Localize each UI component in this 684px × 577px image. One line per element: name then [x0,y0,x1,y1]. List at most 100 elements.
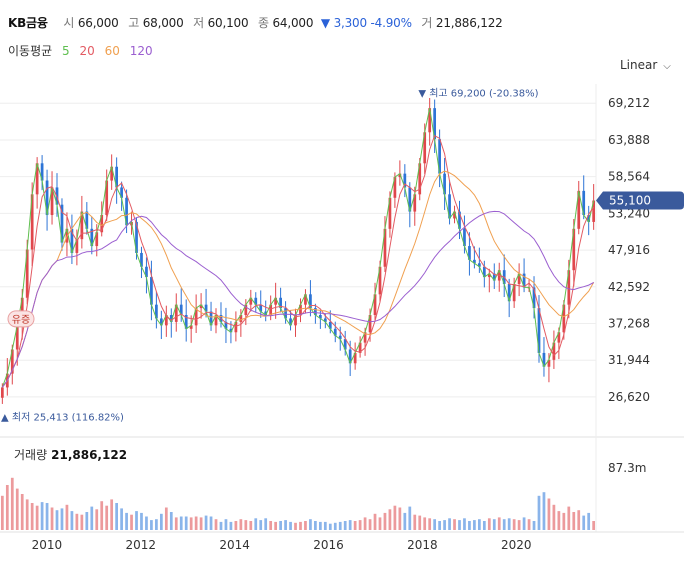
candle [478,263,481,267]
volume-bar [110,499,114,530]
volume-bar [60,508,64,530]
chevron-down-icon: ⌵ [663,61,671,72]
y-tick-label: 37,268 [608,317,650,331]
candle [542,352,546,367]
volume-panel-label: 거래량 21,886,122 [14,446,127,463]
candle [155,304,158,319]
candle [120,187,123,198]
volume-bar [15,488,19,530]
volume-panel-title: 거래량 [14,448,48,462]
candle [50,187,54,216]
candle [284,308,287,319]
volume-bar [378,517,382,530]
volume-bar [219,521,223,530]
candle [304,294,307,305]
ma-legend: 이동평균 5 20 60 120 [8,42,159,59]
volume-bar [318,521,322,530]
candle [428,108,432,133]
candle [274,297,278,305]
ma20-legend[interactable]: 20 [79,44,95,58]
low-marker-label: ▲ 최저 25,413 (116.82%) [1,411,124,423]
candle [473,259,476,264]
volume-bar [80,514,84,530]
volume-bar [214,519,218,530]
candle [115,166,118,188]
volume-bar [473,520,476,530]
candle [85,211,89,229]
volume-bar [592,521,596,530]
volume-bar [20,494,24,530]
volume-bar [353,521,357,530]
volume-bar [393,505,397,530]
volume-bar [279,521,282,530]
volume-bar [517,520,521,530]
candle [438,139,441,174]
candle [244,304,248,316]
candle [70,228,74,253]
candle [393,177,397,198]
scale-dropdown[interactable]: Linear ⌵ [620,58,671,72]
candle [169,315,173,322]
volume-bar [289,521,292,530]
candle [294,315,297,326]
candle [254,297,258,305]
candle [110,166,114,181]
volume-bar [5,485,9,530]
candle [453,211,456,219]
y-tick-label: 69,212 [608,96,650,110]
candle [537,308,541,353]
candle [383,228,387,267]
candle [100,215,104,233]
candle [373,294,377,316]
volume-bar [383,512,387,530]
volume-bar [314,521,317,530]
volume-bar [413,514,417,530]
high-marker-label: ▼ 최고 69,200 (-20.38%) [418,87,538,99]
candle [323,318,327,322]
y-tick-label: 53,240 [608,206,650,220]
volume-bar [552,504,556,530]
candle [239,315,243,322]
candle [348,349,352,364]
ma120-legend[interactable]: 120 [129,44,153,58]
change-value: ▼ 3,300 -4.90% [320,16,412,30]
candle [184,315,188,329]
volume-bar [159,513,163,530]
volume-bar [443,520,446,530]
volume-bar [174,517,178,530]
volume-bar [274,521,278,530]
candle [269,304,273,316]
candle [388,197,392,229]
candle [512,283,516,302]
candle [35,163,39,195]
volume-value: 21,886,122 [435,16,503,30]
high-label: 고 [128,16,140,30]
volume-bar [234,521,238,530]
candle [413,194,417,212]
volume-bar [189,517,193,530]
volume-bar [130,514,133,530]
candle [0,387,4,398]
ma5-legend[interactable]: 5 [62,44,70,58]
volume-bar [572,512,576,530]
candle [75,239,79,253]
volume-bar [323,521,327,530]
candle [164,315,168,326]
close-value: 64,000 [272,16,314,30]
candle [363,332,367,343]
volume-bar [164,507,168,530]
ma60-legend[interactable]: 60 [104,44,120,58]
close-label: 종 [258,16,269,30]
volume-bar [348,520,352,530]
candle [398,173,402,178]
candle [507,283,511,302]
volume-bar [100,501,104,530]
volume-bar [438,521,441,530]
candle [224,321,228,329]
volume-bar [135,511,138,530]
volume-bar [155,519,158,530]
volume-bar [482,521,486,530]
candle [25,249,29,298]
volume-bar [338,521,342,530]
